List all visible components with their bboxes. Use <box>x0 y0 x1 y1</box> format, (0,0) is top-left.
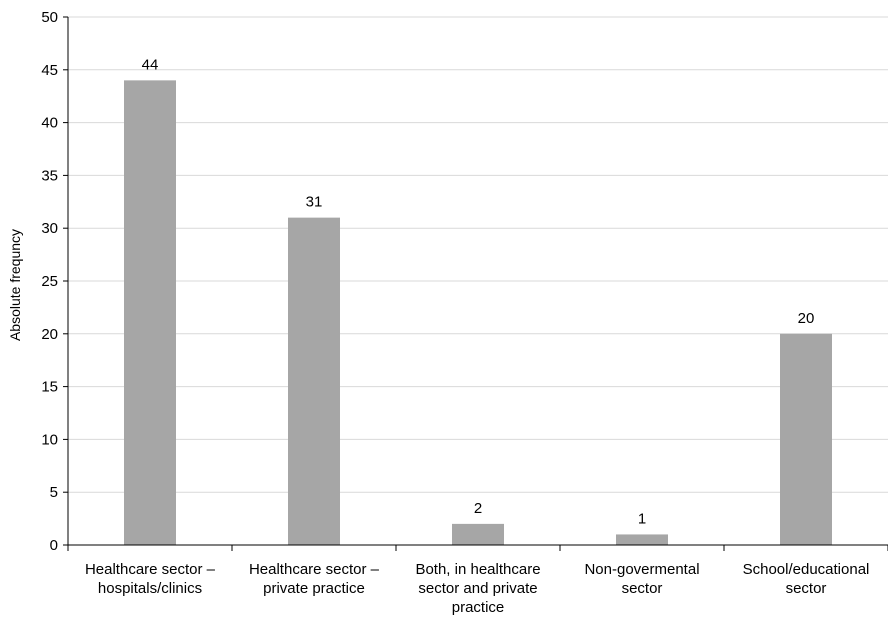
x-category-label-line: practice <box>452 599 505 616</box>
bar <box>288 217 340 545</box>
data-label: 31 <box>306 194 323 211</box>
y-tick-label: 0 <box>50 537 58 554</box>
data-labels: 44 31 2 1 20 <box>142 56 815 527</box>
x-category-label-line: Healthcare sector – <box>249 561 380 578</box>
data-label: 1 <box>638 510 646 527</box>
x-category-label-line: School/educational <box>743 561 870 578</box>
y-tick-label: 20 <box>41 326 58 343</box>
data-label: 44 <box>142 56 159 73</box>
x-category-label-line: Healthcare sector – <box>85 561 216 578</box>
x-category-label: Healthcare sector – private practice <box>249 561 380 597</box>
bars <box>124 80 832 546</box>
x-category-label-line: hospitals/clinics <box>98 580 202 597</box>
bar <box>452 523 504 545</box>
y-axis-title: Absolute frequncy <box>7 229 23 341</box>
x-category-label-line: private practice <box>263 580 365 597</box>
x-category-label-line: sector <box>786 580 827 597</box>
x-category-label-line: sector and private <box>418 580 537 597</box>
data-label: 2 <box>474 500 482 517</box>
x-category-label: Healthcare sector – hospitals/clinics <box>85 561 216 597</box>
y-tick-label: 15 <box>41 379 58 396</box>
bar <box>616 534 668 545</box>
y-tick-label: 50 <box>41 9 58 26</box>
x-category-label-line: Both, in healthcare <box>415 561 540 578</box>
bar <box>124 80 176 546</box>
y-tick-label: 25 <box>41 273 58 290</box>
gridlines <box>68 16 888 493</box>
y-tick-label: 45 <box>41 62 58 79</box>
y-tick-label: 30 <box>41 220 58 237</box>
y-tick-label: 40 <box>41 115 58 132</box>
x-category-label-line: Non-govermental <box>584 561 699 578</box>
x-category-label: School/educational sector <box>743 561 870 597</box>
x-category-label: Non-govermental sector <box>584 561 699 597</box>
y-tick-label: 10 <box>41 431 58 448</box>
x-category-label-line: sector <box>622 580 663 597</box>
data-label: 20 <box>798 310 815 327</box>
x-category-labels: Healthcare sector – hospitals/clinicsHeal… <box>67 545 888 616</box>
y-tick-label: 35 <box>41 167 58 184</box>
x-category-label: Both, in healthcare sector and private pra… <box>415 561 540 616</box>
y-tick-labels: 0 5 10 15 20 25 30 35 40 45 50 <box>41 9 68 554</box>
bar <box>780 333 832 545</box>
y-tick-label: 5 <box>50 484 58 501</box>
